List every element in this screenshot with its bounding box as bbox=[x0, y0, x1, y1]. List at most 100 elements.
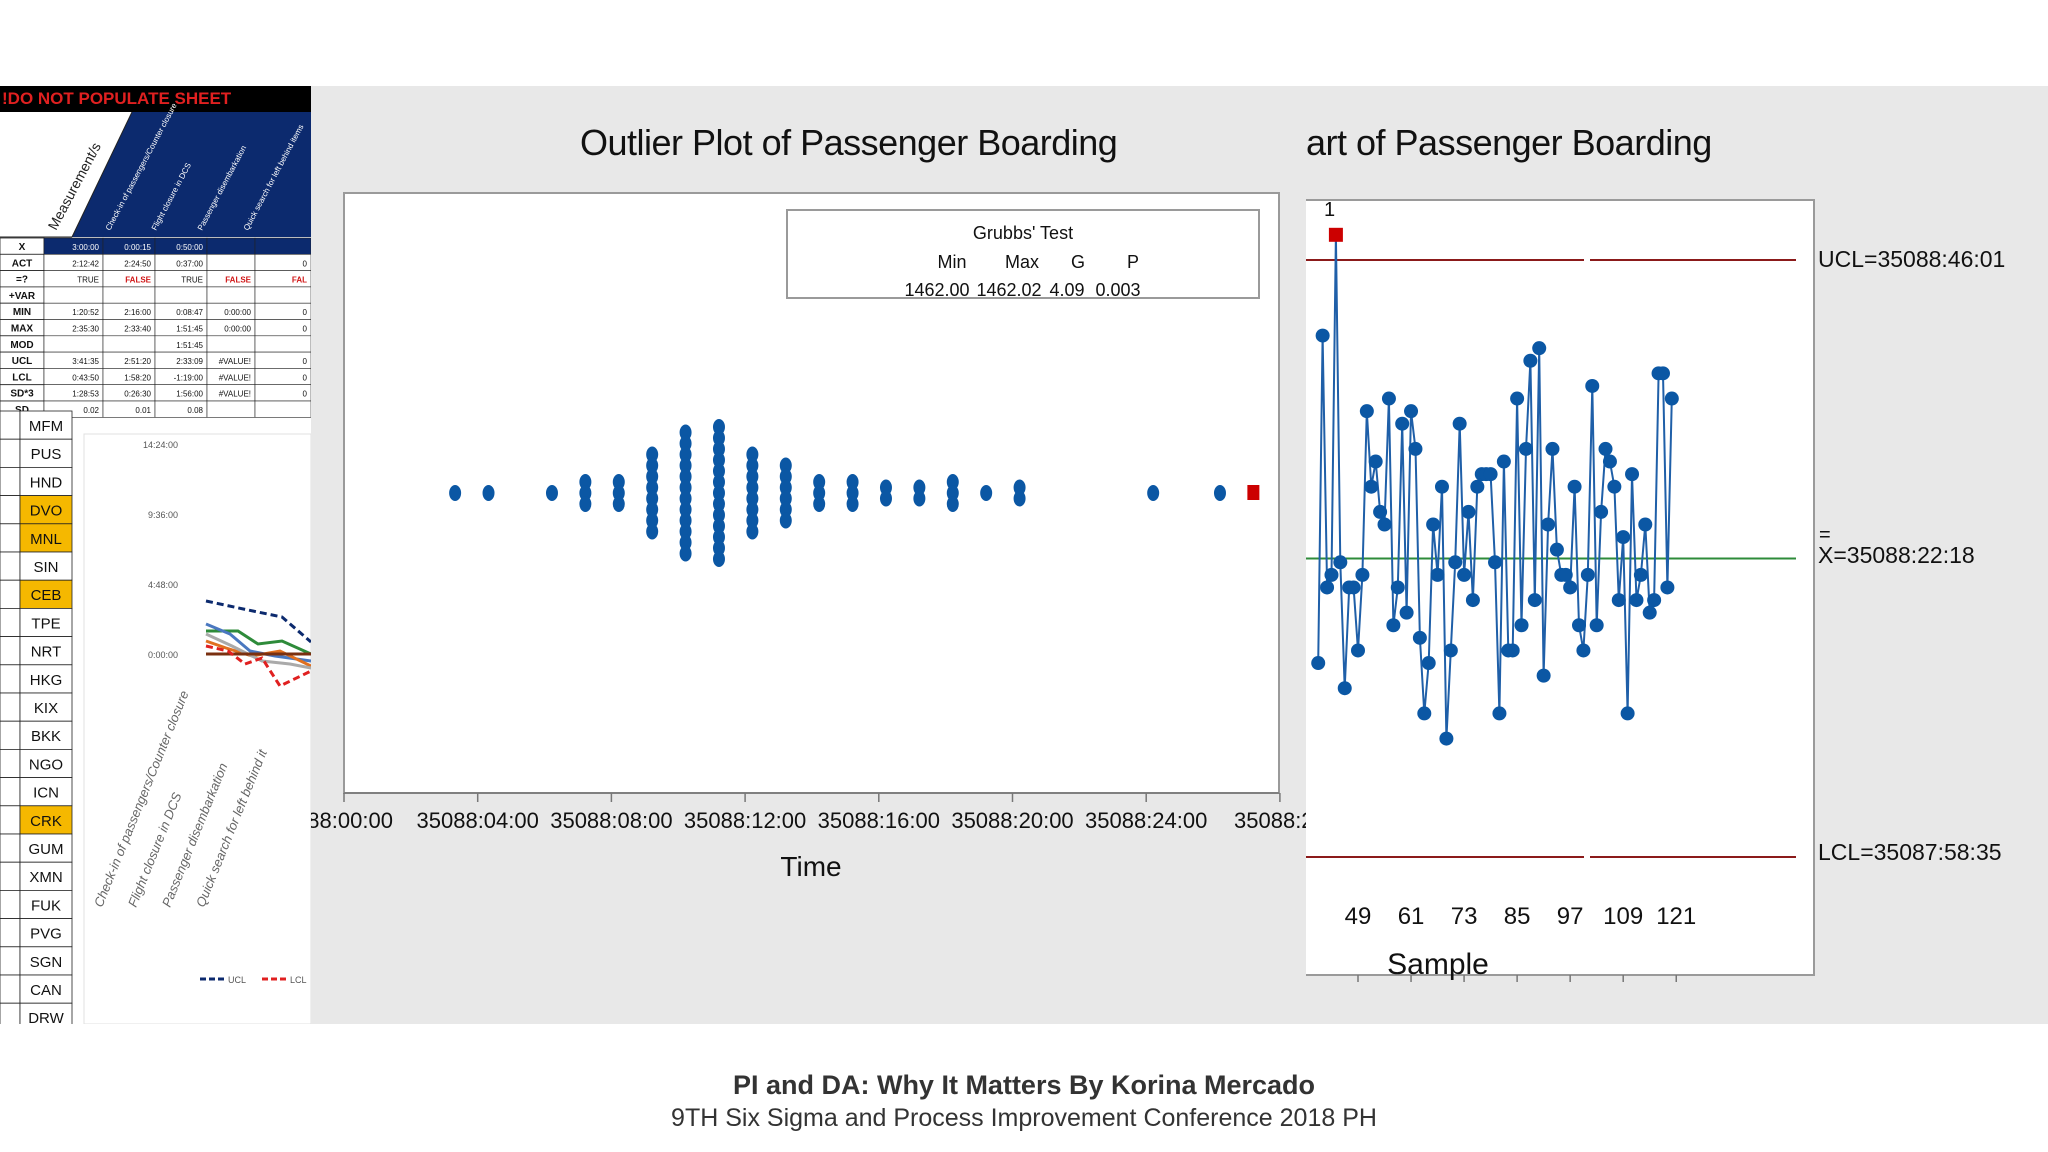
grubbs-header-min: Min bbox=[937, 252, 966, 272]
airport-code: GUM bbox=[29, 841, 64, 858]
airport-code: DVO bbox=[30, 503, 63, 520]
control-data-point bbox=[1408, 441, 1423, 456]
flag-label: 1 bbox=[1324, 199, 1335, 221]
sheet-cell-value: 2:12:42 bbox=[72, 259, 99, 268]
sheet-cell-value: 2:33:40 bbox=[124, 325, 151, 334]
control-data-point bbox=[1417, 706, 1432, 721]
sheet-cell-value: 2:35:30 bbox=[72, 325, 99, 334]
control-chart-panel: art of Passenger Boarding 49 61 73 85 97 109 1… bbox=[1306, 86, 2048, 1024]
mini-chart-lcl-line bbox=[205, 644, 311, 688]
airport-code: MNL bbox=[30, 531, 62, 548]
outlier-data-point bbox=[712, 518, 725, 534]
control-data-point bbox=[1589, 618, 1604, 633]
control-data-point bbox=[1434, 479, 1449, 494]
sheet-cell bbox=[102, 286, 156, 304]
sheet-cell bbox=[254, 237, 311, 255]
outlier-data-point bbox=[1013, 490, 1026, 507]
control-x-tick-label: 61 bbox=[1398, 903, 1425, 930]
airport-code: KIX bbox=[34, 700, 58, 717]
grubbs-header-g: G bbox=[1071, 252, 1085, 272]
control-data-point bbox=[1647, 593, 1662, 608]
outlier-x-tick-label: 35088:04:00 bbox=[417, 808, 539, 833]
airport-cell bbox=[19, 749, 73, 779]
airport-row-gutter bbox=[0, 466, 21, 496]
airport-cell bbox=[19, 974, 73, 1004]
outlier-data-point bbox=[679, 523, 692, 540]
airport-code: XMN bbox=[29, 869, 62, 886]
airport-cell bbox=[19, 1002, 73, 1024]
control-data-point bbox=[1315, 328, 1330, 343]
control-data-point bbox=[1337, 681, 1352, 696]
outlier-data-point bbox=[712, 485, 725, 501]
sheet-cell-value: #VALUE! bbox=[219, 373, 251, 382]
sheet-cell-value: 0 bbox=[303, 373, 308, 382]
control-data-point bbox=[1381, 391, 1396, 406]
control-data-point bbox=[1660, 580, 1675, 595]
airport-row-gutter bbox=[0, 438, 21, 468]
control-data-point bbox=[1532, 341, 1547, 356]
outlier-data-point bbox=[712, 430, 725, 446]
control-data-point bbox=[1545, 441, 1560, 456]
outlier-data-point bbox=[646, 479, 659, 496]
outlier-data-point bbox=[482, 485, 495, 501]
outlier-data-point bbox=[646, 457, 659, 474]
airport-row-gutter bbox=[0, 974, 21, 1004]
control-data-point bbox=[1346, 580, 1361, 595]
outlier-data-point bbox=[612, 474, 625, 490]
spreadsheet-grid: Measurement/s Check-in of passengers/Coun… bbox=[0, 101, 311, 1024]
control-data-point bbox=[1452, 416, 1467, 431]
control-x-tick-label: 109 bbox=[1603, 903, 1643, 930]
outlier-data-point bbox=[712, 441, 725, 457]
control-data-point bbox=[1368, 454, 1383, 469]
airport-code: PVG bbox=[30, 926, 62, 943]
outlier-data-point bbox=[712, 551, 725, 567]
sheet-cell-value: 0 bbox=[303, 259, 308, 268]
outlier-x-tick-label: 35088:12:00 bbox=[684, 808, 806, 833]
outlier-data-point bbox=[579, 485, 592, 501]
outlier-data-point bbox=[913, 479, 926, 496]
sheet-cell bbox=[254, 286, 311, 304]
airport-code: CEB bbox=[31, 587, 62, 604]
outlier-data-point bbox=[746, 457, 759, 474]
mini-chart-series-line bbox=[205, 622, 311, 663]
sheet-cell-value: 0:08:47 bbox=[176, 308, 203, 317]
control-data-point bbox=[1505, 643, 1520, 658]
control-data-point bbox=[1390, 580, 1405, 595]
sheet-cell-value: FALSE bbox=[225, 276, 251, 285]
outlier-data-point bbox=[1213, 485, 1226, 501]
sheet-cell-value: 1:51:45 bbox=[176, 341, 203, 350]
outlier-flagged-point bbox=[1247, 485, 1260, 500]
control-data-point bbox=[1576, 643, 1591, 658]
sheet-row-label: MOD bbox=[10, 340, 33, 351]
outlier-data-point bbox=[679, 446, 692, 463]
sheet-cell-value: FALSE bbox=[125, 276, 151, 285]
control-data-point bbox=[1488, 555, 1503, 570]
control-data-point bbox=[1510, 391, 1525, 406]
outlier-data-point bbox=[913, 490, 926, 507]
control-data-point bbox=[1457, 567, 1472, 582]
airport-row-gutter bbox=[0, 890, 21, 920]
sheet-cell bbox=[154, 286, 208, 304]
airport-row-gutter bbox=[0, 918, 21, 948]
control-data-point bbox=[1395, 416, 1410, 431]
airport-cell bbox=[19, 466, 73, 496]
control-data-point bbox=[1625, 467, 1640, 482]
sheet-cell-value: 0:43:50 bbox=[72, 373, 99, 382]
sheet-cell bbox=[206, 400, 256, 418]
control-data-point bbox=[1373, 504, 1388, 519]
outlier-data-point bbox=[679, 424, 692, 441]
sheet-row-label: SD*3 bbox=[10, 389, 34, 400]
sheet-cell bbox=[43, 286, 104, 304]
control-data-point bbox=[1523, 353, 1538, 368]
grubbs-header-p: P bbox=[1127, 252, 1139, 272]
airport-cell bbox=[19, 410, 73, 440]
outlier-data-point bbox=[746, 501, 759, 518]
airport-row-gutter bbox=[0, 1002, 21, 1024]
outlier-data-point bbox=[746, 446, 759, 463]
outlier-data-point bbox=[712, 529, 725, 545]
control-data-point bbox=[1364, 479, 1379, 494]
airport-code: NGO bbox=[29, 756, 63, 773]
control-data-point bbox=[1496, 454, 1511, 469]
outlier-data-point bbox=[712, 496, 725, 512]
outlier-data-point bbox=[679, 512, 692, 529]
